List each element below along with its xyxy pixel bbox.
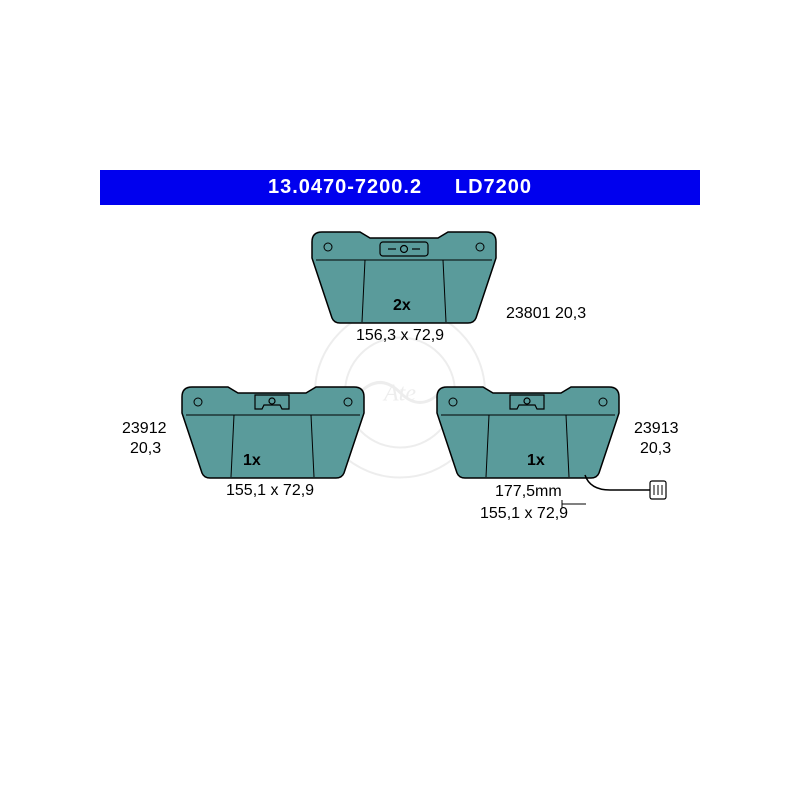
- left-pad-dimensions: 155,1 x 72,9: [226, 482, 314, 500]
- left-pad-thickness: 20,3: [130, 440, 161, 458]
- right-pad-qty: 1x: [527, 452, 545, 470]
- right-pad-thickness: 20,3: [640, 440, 671, 458]
- right-pad-dimensions: 155,1 x 72,9: [480, 505, 568, 523]
- top-pad-code: 23801: [506, 305, 551, 322]
- top-pad-qty: 2x: [393, 297, 411, 315]
- brake-pad-top: [310, 230, 498, 330]
- header-bar: 13.0470-7200.2 LD7200: [100, 170, 700, 205]
- left-pad-code: 23912: [122, 420, 167, 438]
- right-pad-code: 23913: [634, 420, 679, 438]
- wire-length: 177,5mm: [495, 483, 562, 501]
- svg-text:Ate: Ate: [382, 381, 416, 407]
- part-number: 13.0470-7200.2: [268, 176, 422, 198]
- left-pad-qty: 1x: [243, 452, 261, 470]
- product-code: LD7200: [455, 176, 532, 198]
- top-pad-dimensions: 156,3 x 72,9: [356, 327, 444, 345]
- brake-pad-left: [180, 385, 366, 485]
- diagram-area: Ate 2x 156,3 x: [100, 205, 700, 585]
- top-pad-thickness: 20,3: [555, 305, 586, 322]
